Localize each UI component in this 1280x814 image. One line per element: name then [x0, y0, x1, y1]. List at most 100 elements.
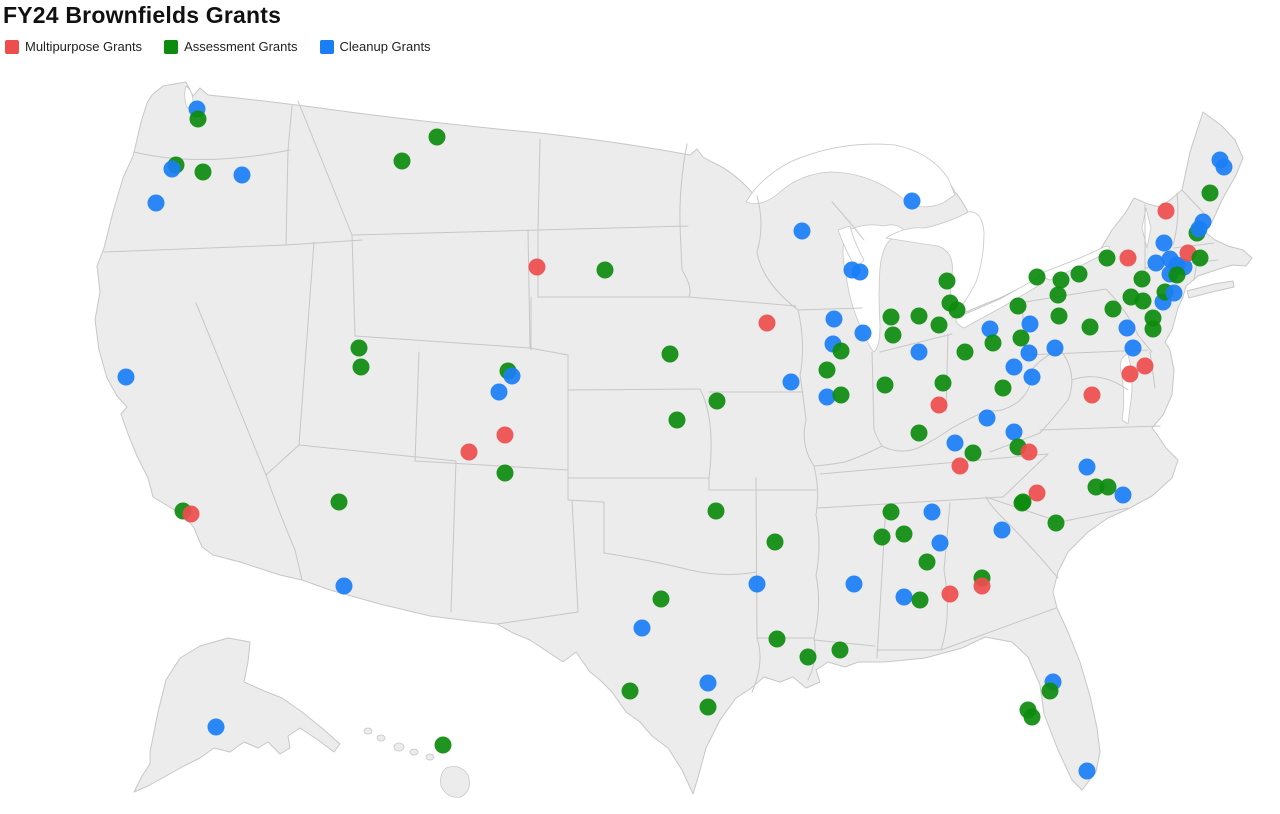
grant-marker-assessment[interactable]: [1041, 682, 1059, 700]
grant-marker-assessment[interactable]: [1191, 249, 1209, 267]
grant-marker-assessment[interactable]: [707, 502, 725, 520]
grant-marker-assessment[interactable]: [652, 590, 670, 608]
grant-marker-assessment[interactable]: [832, 386, 850, 404]
grant-marker-assessment[interactable]: [1070, 265, 1088, 283]
grant-marker-assessment[interactable]: [1168, 266, 1186, 284]
grant-marker-cleanup[interactable]: [1190, 220, 1208, 238]
grant-marker-cleanup[interactable]: [748, 575, 766, 593]
grant-marker-assessment[interactable]: [699, 698, 717, 716]
grant-marker-assessment[interactable]: [948, 301, 966, 319]
grant-marker-multipurpose[interactable]: [1083, 386, 1101, 404]
grant-marker-assessment[interactable]: [1133, 270, 1151, 288]
grant-marker-assessment[interactable]: [1201, 184, 1219, 202]
grant-marker-multipurpose[interactable]: [1136, 357, 1154, 375]
grant-marker-assessment[interactable]: [1099, 478, 1117, 496]
grant-marker-assessment[interactable]: [882, 503, 900, 521]
grant-marker-assessment[interactable]: [873, 528, 891, 546]
grant-marker-multipurpose[interactable]: [1157, 202, 1175, 220]
grant-marker-assessment[interactable]: [1028, 268, 1046, 286]
grant-marker-assessment[interactable]: [1144, 320, 1162, 338]
grant-marker-multipurpose[interactable]: [528, 258, 546, 276]
grant-marker-multipurpose[interactable]: [951, 457, 969, 475]
grant-marker-assessment[interactable]: [895, 525, 913, 543]
grant-marker-assessment[interactable]: [434, 736, 452, 754]
grant-marker-cleanup[interactable]: [845, 575, 863, 593]
grant-marker-cleanup[interactable]: [931, 534, 949, 552]
grant-marker-cleanup[interactable]: [1124, 339, 1142, 357]
grant-marker-assessment[interactable]: [668, 411, 686, 429]
grant-marker-cleanup[interactable]: [490, 383, 508, 401]
grant-marker-cleanup[interactable]: [1021, 315, 1039, 333]
grant-marker-cleanup[interactable]: [1165, 284, 1183, 302]
grant-marker-assessment[interactable]: [876, 376, 894, 394]
grant-marker-assessment[interactable]: [964, 444, 982, 462]
grant-marker-multipurpose[interactable]: [758, 314, 776, 332]
grant-marker-assessment[interactable]: [1081, 318, 1099, 336]
grant-marker-assessment[interactable]: [1134, 292, 1152, 310]
grant-marker-assessment[interactable]: [831, 641, 849, 659]
grant-marker-assessment[interactable]: [1013, 494, 1031, 512]
grant-marker-assessment[interactable]: [930, 316, 948, 334]
grant-marker-assessment[interactable]: [984, 334, 1002, 352]
grant-marker-assessment[interactable]: [1047, 514, 1065, 532]
grant-marker-cleanup[interactable]: [910, 343, 928, 361]
grant-marker-cleanup[interactable]: [1155, 234, 1173, 252]
grant-marker-multipurpose[interactable]: [460, 443, 478, 461]
grant-marker-multipurpose[interactable]: [1028, 484, 1046, 502]
grant-marker-cleanup[interactable]: [1114, 486, 1132, 504]
grant-marker-assessment[interactable]: [911, 591, 929, 609]
grant-marker-cleanup[interactable]: [854, 324, 872, 342]
grant-marker-assessment[interactable]: [1098, 249, 1116, 267]
grant-marker-assessment[interactable]: [934, 374, 952, 392]
grant-marker-cleanup[interactable]: [233, 166, 251, 184]
grant-marker-cleanup[interactable]: [633, 619, 651, 637]
grant-marker-assessment[interactable]: [884, 326, 902, 344]
grant-marker-assessment[interactable]: [1050, 307, 1068, 325]
grant-marker-multipurpose[interactable]: [1119, 249, 1137, 267]
grant-marker-cleanup[interactable]: [335, 577, 353, 595]
grant-marker-cleanup[interactable]: [1215, 158, 1233, 176]
grant-marker-assessment[interactable]: [1049, 286, 1067, 304]
grant-marker-assessment[interactable]: [832, 342, 850, 360]
grant-marker-cleanup[interactable]: [993, 521, 1011, 539]
grant-marker-cleanup[interactable]: [793, 222, 811, 240]
grant-marker-multipurpose[interactable]: [182, 505, 200, 523]
grant-marker-cleanup[interactable]: [782, 373, 800, 391]
grant-marker-cleanup[interactable]: [117, 368, 135, 386]
grant-marker-cleanup[interactable]: [1005, 423, 1023, 441]
grant-marker-cleanup[interactable]: [1078, 458, 1096, 476]
grant-marker-cleanup[interactable]: [1147, 254, 1165, 272]
grant-marker-cleanup[interactable]: [147, 194, 165, 212]
grant-marker-cleanup[interactable]: [818, 388, 836, 406]
grant-marker-multipurpose[interactable]: [941, 585, 959, 603]
grant-marker-cleanup[interactable]: [1005, 358, 1023, 376]
grant-marker-multipurpose[interactable]: [1020, 443, 1038, 461]
grant-marker-assessment[interactable]: [661, 345, 679, 363]
grant-marker-assessment[interactable]: [708, 392, 726, 410]
grant-marker-assessment[interactable]: [1012, 329, 1030, 347]
grant-marker-assessment[interactable]: [882, 308, 900, 326]
grant-marker-assessment[interactable]: [956, 343, 974, 361]
grant-marker-assessment[interactable]: [799, 648, 817, 666]
grant-marker-cleanup[interactable]: [163, 160, 181, 178]
grant-marker-cleanup[interactable]: [1020, 344, 1038, 362]
grant-marker-cleanup[interactable]: [699, 674, 717, 692]
grant-marker-assessment[interactable]: [768, 630, 786, 648]
grant-marker-assessment[interactable]: [194, 163, 212, 181]
grant-marker-assessment[interactable]: [596, 261, 614, 279]
grant-marker-cleanup[interactable]: [1078, 762, 1096, 780]
grant-marker-assessment[interactable]: [496, 464, 514, 482]
grant-marker-assessment[interactable]: [330, 493, 348, 511]
grant-marker-cleanup[interactable]: [981, 320, 999, 338]
grant-marker-cleanup[interactable]: [851, 263, 869, 281]
grant-marker-cleanup[interactable]: [923, 503, 941, 521]
grant-marker-multipurpose[interactable]: [1121, 365, 1139, 383]
grant-marker-assessment[interactable]: [1087, 478, 1105, 496]
grant-marker-cleanup[interactable]: [1046, 339, 1064, 357]
grant-marker-assessment[interactable]: [766, 533, 784, 551]
grant-marker-assessment[interactable]: [918, 553, 936, 571]
grant-marker-assessment[interactable]: [1104, 300, 1122, 318]
grant-marker-multipurpose[interactable]: [930, 396, 948, 414]
grant-marker-assessment[interactable]: [621, 682, 639, 700]
grant-marker-cleanup[interactable]: [1118, 319, 1136, 337]
